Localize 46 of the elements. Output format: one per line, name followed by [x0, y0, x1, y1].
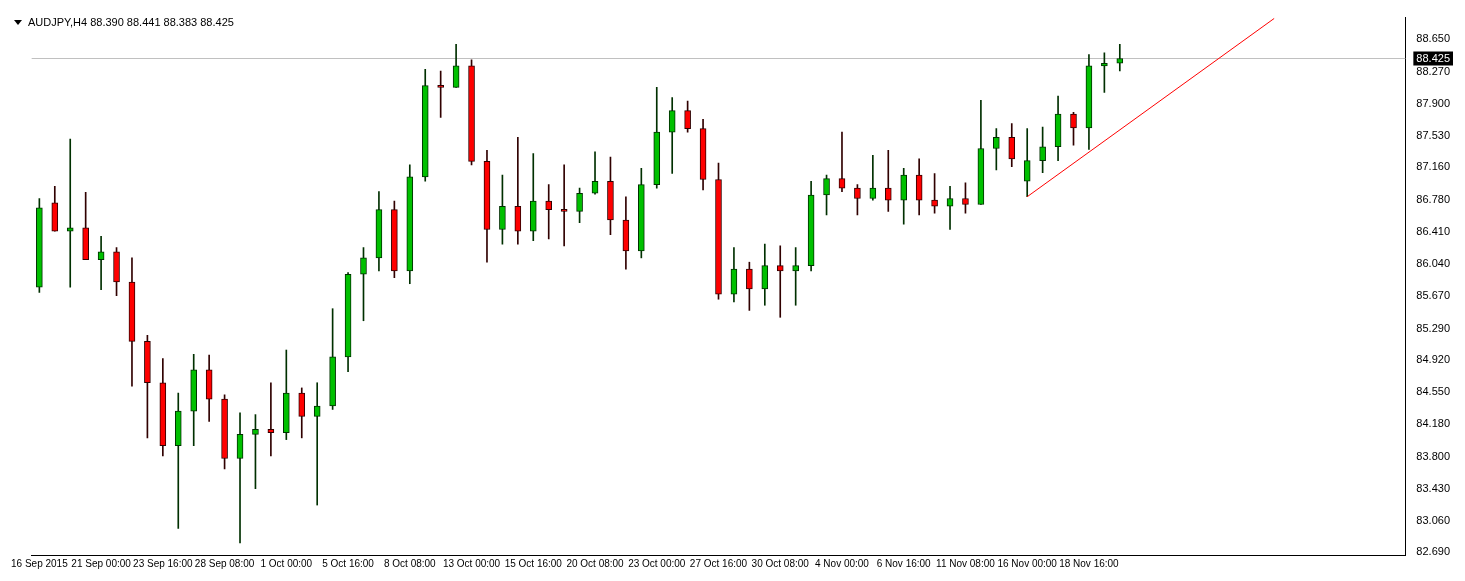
candlestick: [313, 382, 321, 506]
x-tick-label: 27 Oct 16:00: [689, 557, 748, 569]
candlestick: [792, 247, 799, 306]
y-tick-label: 87.530: [1416, 128, 1451, 141]
y-tick-label: 83.060: [1416, 513, 1451, 526]
x-tick-label: 28 Sep 08:00: [194, 557, 255, 569]
y-tick-label: 86.410: [1416, 225, 1451, 238]
x-tick-label: 20 Oct 08:00: [566, 557, 625, 569]
y-tick-label: 84.550: [1416, 385, 1451, 398]
candlestick: [66, 138, 74, 288]
x-tick-label: 11 Nov 08:00: [936, 557, 996, 569]
y-tick-label: 83.430: [1416, 481, 1451, 494]
x-tick-label: 5 Oct 16:00: [322, 557, 375, 569]
x-tick-label: 18 Nov 16:00: [1059, 557, 1120, 569]
y-tick-label: 88.270: [1416, 64, 1451, 77]
y-tick-label: 87.900: [1416, 96, 1451, 109]
x-tick-label: 1 Oct 00:00: [260, 557, 313, 569]
x-tick-label: 21 Sep 00:00: [71, 557, 132, 569]
x-tick-label: 15 Oct 16:00: [504, 557, 563, 569]
y-tick-label: 85.290: [1416, 321, 1451, 334]
y-tick-label: 84.180: [1416, 417, 1451, 430]
y-tick-label: 85.670: [1416, 288, 1451, 301]
x-tick-label: 16 Nov 00:00: [997, 557, 1058, 569]
y-tick-label: 87.160: [1416, 160, 1451, 173]
y-tick-label: 84.920: [1416, 353, 1451, 366]
x-tick-label: 30 Oct 08:00: [751, 557, 810, 569]
x-tick-label: 23 Oct 00:00: [628, 557, 686, 569]
candlestick: [560, 164, 568, 247]
x-tick-label: 4 Nov 00:00: [815, 557, 870, 569]
y-tick-label: 86.040: [1416, 256, 1451, 269]
x-tick-label: 16 Sep 2015: [11, 557, 69, 569]
candlestick: [1116, 43, 1124, 72]
x-tick-label: 23 Sep 16:00: [133, 557, 194, 569]
candlestick: [884, 149, 892, 212]
chart-title: AUDJPY,H4 88.390 88.441 88.383 88.425: [28, 16, 234, 28]
candlestick: [545, 184, 553, 240]
y-tick-label: 83.800: [1416, 449, 1451, 462]
x-tick-label: 6 Nov 16:00: [876, 557, 932, 569]
x-tick-label: 13 Oct 00:00: [442, 557, 501, 569]
y-tick-label: 82.690: [1416, 545, 1451, 558]
y-tick-label: 86.780: [1416, 193, 1451, 206]
candlestick: [776, 245, 784, 318]
y-tick-label: 88.650: [1416, 32, 1451, 45]
candlestick: [946, 186, 954, 230]
x-tick-label: 8 Oct 08:00: [383, 557, 437, 569]
ref-line-label: 88.425: [1416, 51, 1451, 64]
